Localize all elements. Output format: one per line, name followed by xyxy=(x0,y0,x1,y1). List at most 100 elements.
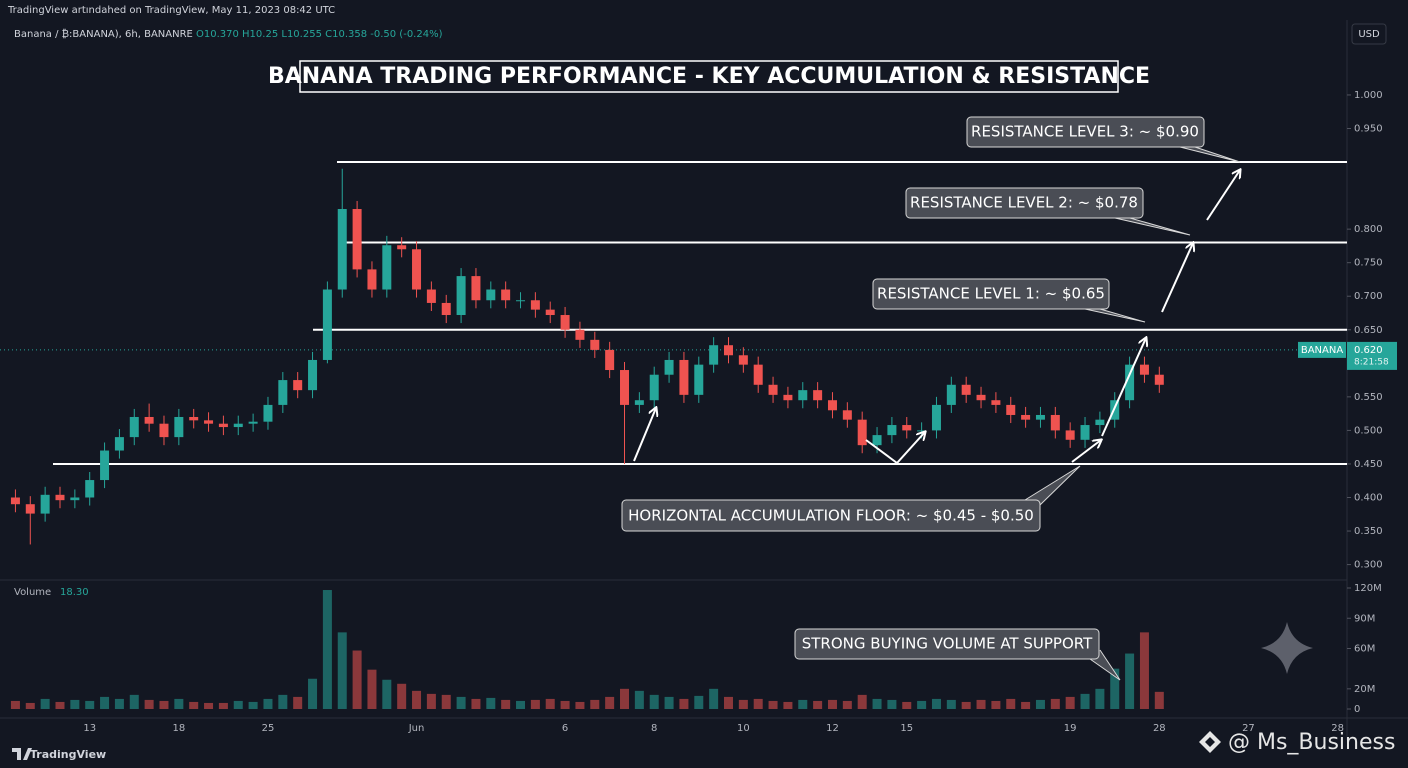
y-tick-label: 0.350 xyxy=(1354,526,1383,537)
volume-bar xyxy=(352,650,362,709)
candle-body xyxy=(768,384,778,395)
volume-bar xyxy=(382,679,392,709)
volume-tick-label: 20M xyxy=(1354,684,1375,695)
volume-bar xyxy=(620,688,630,709)
volume-bar xyxy=(1065,696,1075,709)
candle-body xyxy=(620,370,630,405)
price-tag-countdown: 8:21:58 xyxy=(1354,357,1389,367)
chart-title: BANANA TRADING PERFORMANCE - KEY ACCUMUL… xyxy=(268,64,1150,89)
candle-body xyxy=(233,423,243,428)
candle-body xyxy=(1154,374,1164,385)
volume-bar xyxy=(798,699,808,709)
volume-bar xyxy=(10,700,20,709)
candle-body xyxy=(1095,419,1105,426)
volume-bar xyxy=(709,688,719,709)
candle-body xyxy=(738,355,748,365)
candle-body xyxy=(590,339,600,350)
volume-bar xyxy=(456,696,466,709)
volume-tick-label: 90M xyxy=(1354,613,1375,624)
volume-bar xyxy=(263,698,273,709)
volume-bar xyxy=(218,702,228,709)
volume-bar xyxy=(545,698,555,709)
volume-bar xyxy=(367,669,377,709)
annotation: RESISTANCE LEVEL 3: ~ $0.90 xyxy=(971,123,1199,141)
candle-body xyxy=(902,425,912,431)
y-tick-label: 0.450 xyxy=(1354,459,1383,470)
candle-body xyxy=(931,404,941,431)
candle-body xyxy=(694,364,704,395)
volume-bar xyxy=(917,700,927,709)
currency[interactable]: USD xyxy=(1358,29,1380,40)
volume-bar xyxy=(842,700,852,709)
volume-bar xyxy=(25,702,35,709)
x-tick-label: 8 xyxy=(651,723,657,734)
annotation: STRONG BUYING VOLUME AT SUPPORT xyxy=(802,635,1093,653)
volume-bar xyxy=(768,700,778,709)
volume-label: Volume xyxy=(14,587,51,598)
brand: TradingView xyxy=(30,748,106,761)
y-tick-label: 0.300 xyxy=(1354,560,1383,571)
currency-box[interactable] xyxy=(1351,23,1387,45)
volume-bar xyxy=(575,701,585,709)
candle-body xyxy=(382,245,392,290)
candle-body xyxy=(813,390,823,401)
volume-bar xyxy=(233,700,243,709)
candle-body xyxy=(129,416,139,438)
arrow xyxy=(1071,440,1101,463)
volume-bar xyxy=(946,699,956,709)
watermark-icon xyxy=(1199,731,1221,753)
volume-bar xyxy=(634,690,644,709)
candle-body xyxy=(560,315,570,330)
candle-body xyxy=(1125,364,1135,401)
volume-bar xyxy=(501,699,511,709)
volume-bar xyxy=(723,696,733,709)
volume-bar xyxy=(783,701,793,709)
candle-body xyxy=(605,349,615,371)
symbol: Banana / ₿:BANANA), 6h, BANANRE xyxy=(14,28,193,40)
candle-body xyxy=(486,289,496,301)
y-tick-label: 0.800 xyxy=(1354,224,1383,235)
volume-bar xyxy=(530,699,540,709)
volume-bar xyxy=(278,694,288,709)
callout: RESISTANCE LEVEL 2: ~ $0.78 xyxy=(905,187,1191,236)
ohlc: O10.370 H10.25 L10.255 C10.358 -0.50 (-0… xyxy=(196,29,443,40)
annotation: RESISTANCE LEVEL 1: ~ $0.65 xyxy=(877,285,1105,303)
annotation: RESISTANCE LEVEL 2: ~ $0.78 xyxy=(910,194,1138,212)
x-tick-label: 18 xyxy=(172,723,185,734)
volume-bar xyxy=(1021,701,1031,709)
candle-body xyxy=(709,345,719,365)
x-tick-label: 19 xyxy=(1064,723,1077,734)
volume-bar xyxy=(679,698,689,709)
candle-body xyxy=(10,497,20,505)
volume-bar xyxy=(605,696,615,709)
candle-body xyxy=(337,209,347,290)
x-tick-label: 12 xyxy=(826,723,839,734)
y-tick-label: 0.700 xyxy=(1354,291,1383,302)
title-box xyxy=(299,60,1119,93)
volume-bar xyxy=(1125,653,1135,709)
volume-bar xyxy=(1050,698,1060,709)
volume-bar xyxy=(1035,699,1045,709)
plot: 1.0000.9500.8000.7500.7000.6500.6000.550… xyxy=(0,90,1397,734)
candle-body xyxy=(842,410,852,420)
candle-body xyxy=(530,300,540,310)
volume-bar xyxy=(441,694,451,709)
candle-body xyxy=(367,269,377,290)
volume-bar xyxy=(129,694,139,709)
volume-bar xyxy=(174,698,184,709)
volume-bar xyxy=(293,696,303,709)
candle-body xyxy=(501,289,511,301)
volume-bar xyxy=(412,690,422,709)
x-tick-label: 6 xyxy=(562,723,568,734)
candle-body xyxy=(397,245,407,250)
candle-body xyxy=(946,384,956,405)
candle-body xyxy=(426,289,436,303)
candle-body xyxy=(412,249,422,290)
volume-bar xyxy=(159,700,169,709)
candle-body xyxy=(1006,404,1016,415)
volume-bar xyxy=(1154,691,1164,709)
candle-body xyxy=(1065,430,1075,440)
volume-bar xyxy=(100,696,110,709)
x-tick-label: Jun xyxy=(408,723,425,734)
